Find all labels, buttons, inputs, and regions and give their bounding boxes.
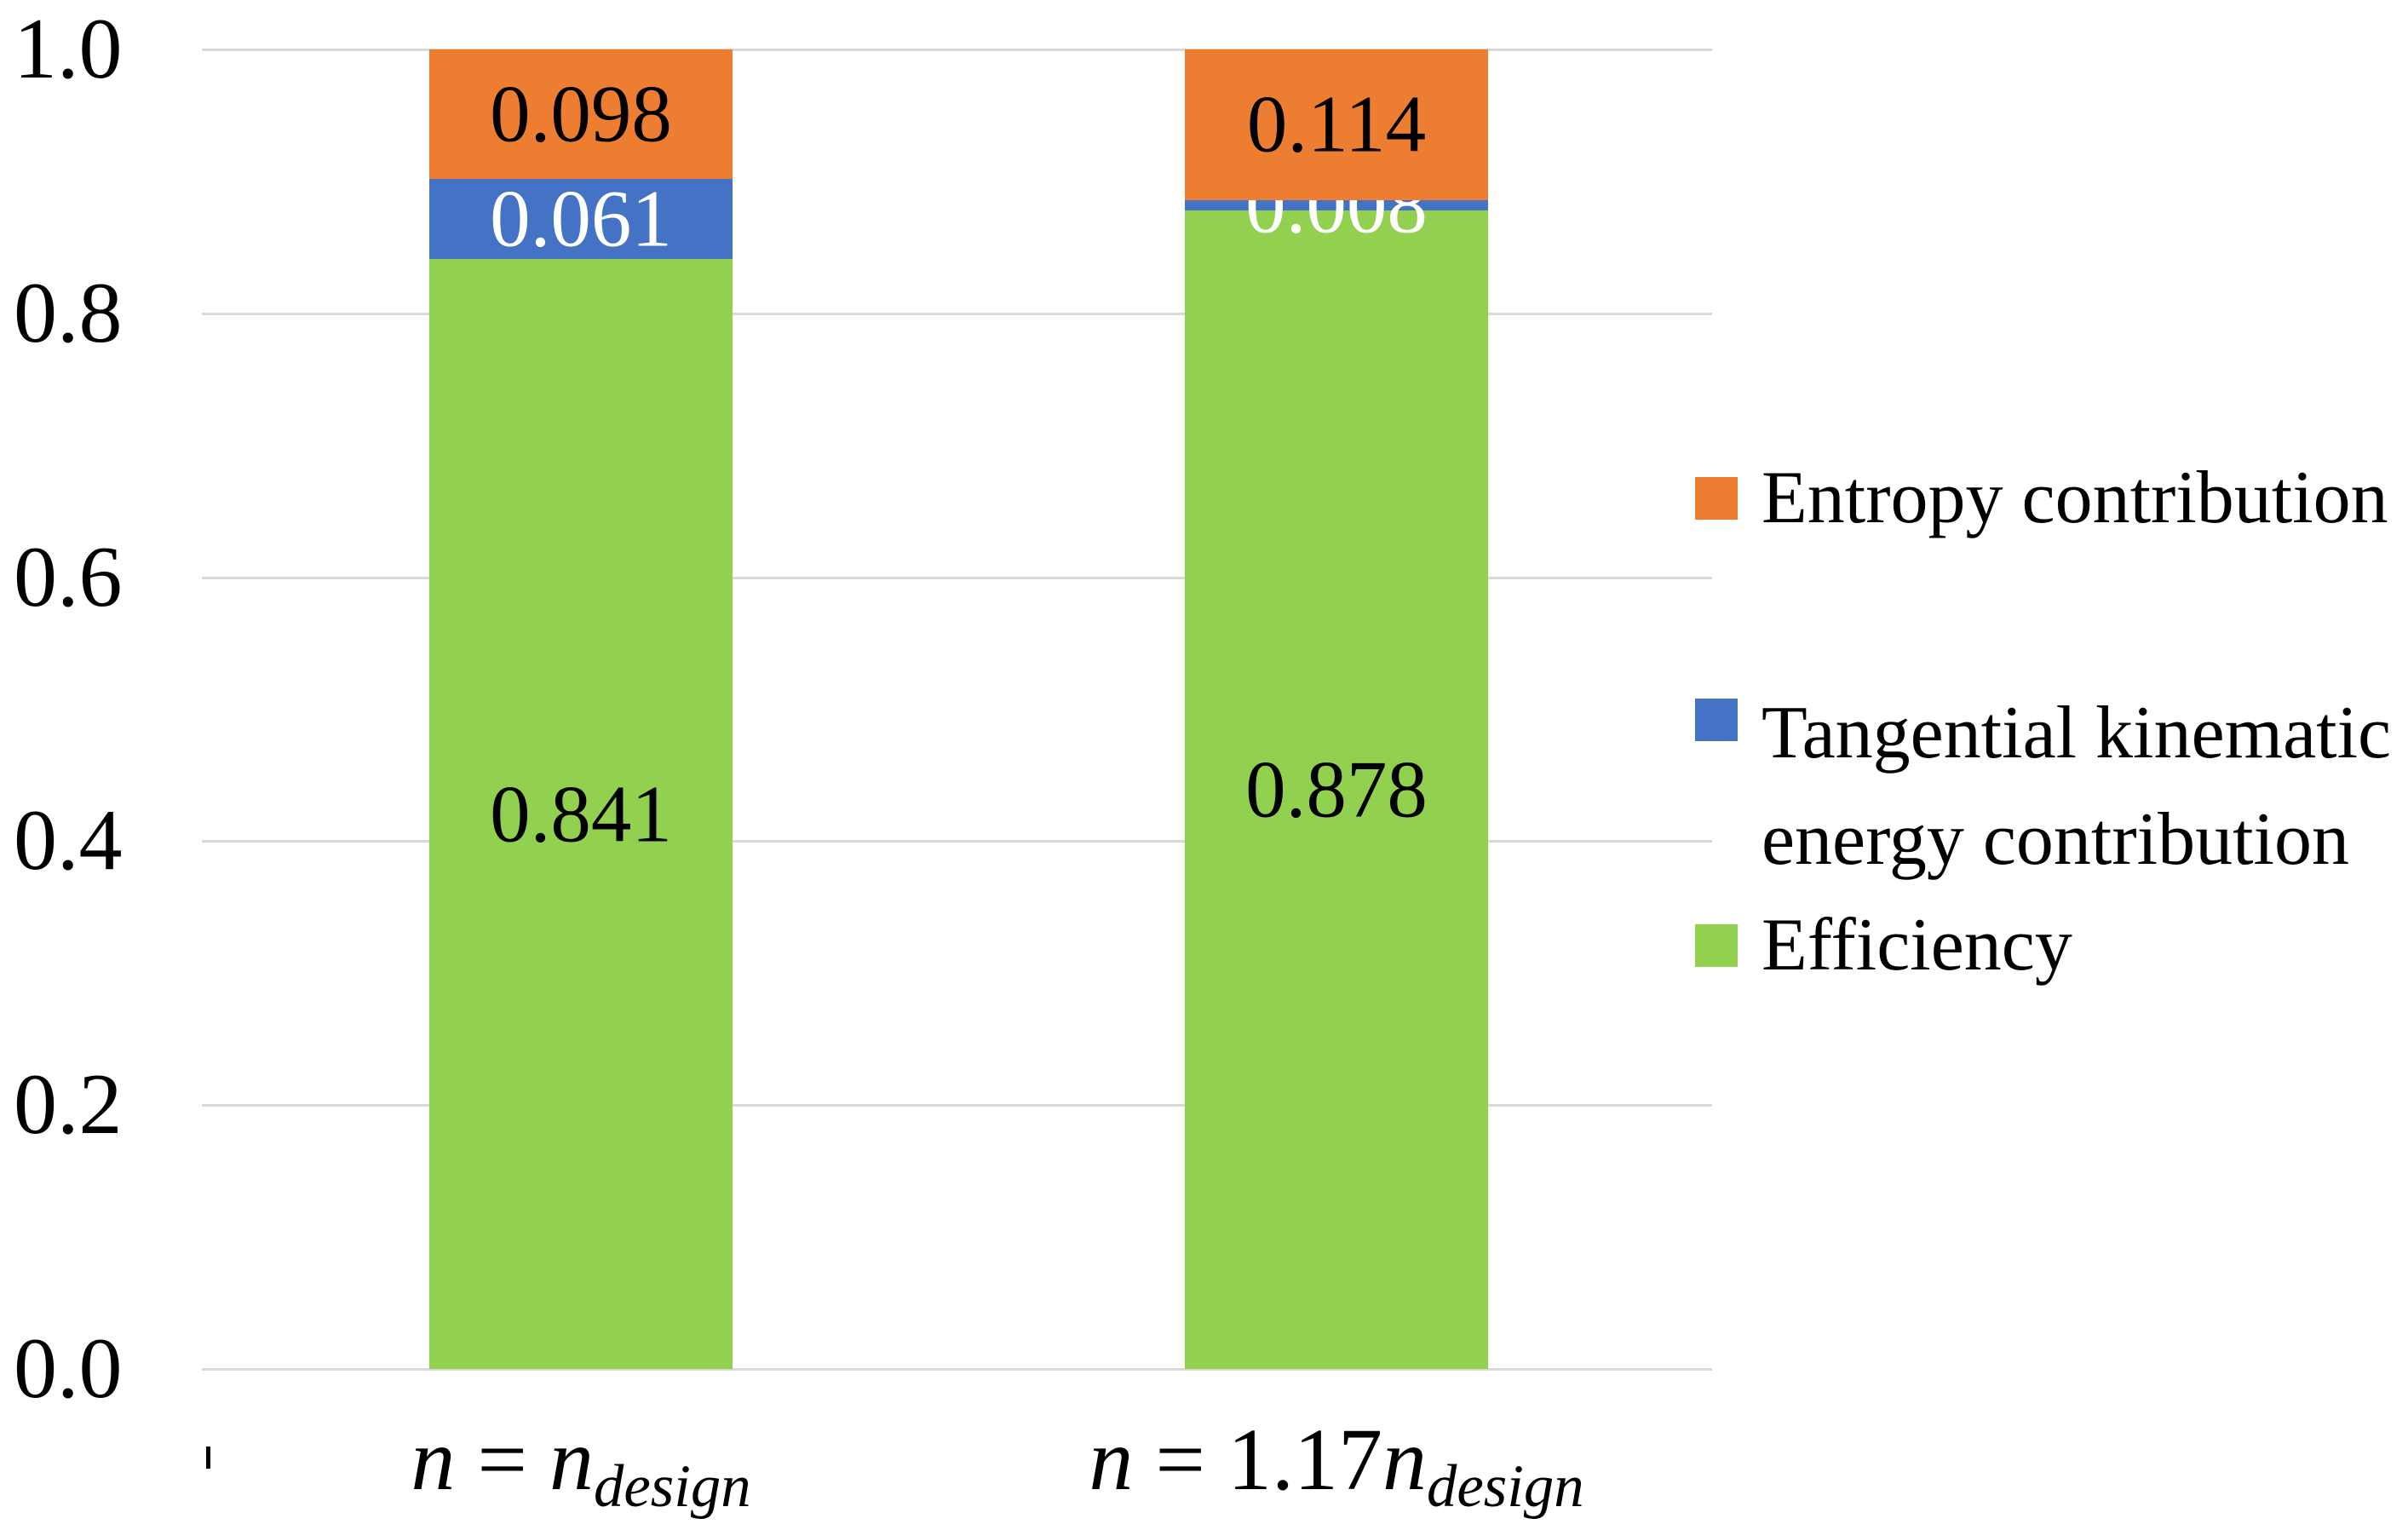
gridline-0.0 [202,1368,1712,1371]
bar-segment-entropy-cat0 [429,49,733,179]
gridline-0.2 [202,1104,1712,1107]
x-label-part: = [1133,1411,1228,1509]
x-axis-category-label-0: n = ndesign [411,1416,750,1517]
x-label-part: design [594,1452,751,1520]
data-label-tangential-cat0: 0.061 [490,173,672,264]
x-label-part: n [411,1411,456,1509]
bar-segment-efficiency-cat0 [429,259,733,1369]
data-label-entropy-cat1: 0.114 [1246,78,1427,170]
y-axis-tick-label-0.4: 0.4 [14,792,123,889]
legend-swatch-entropy [1695,477,1738,520]
y-axis-tick-label-0.0: 0.0 [14,1320,123,1417]
legend-label-entropy: Entropy contribution [1761,456,2388,541]
x-label-part: n [549,1411,595,1509]
y-axis-tick-label-0.8: 0.8 [14,264,123,361]
data-label-entropy-cat0: 0.098 [490,68,672,159]
data-label-efficiency-cat1: 0.878 [1245,744,1428,835]
bar-segment-tangential-cat1 [1185,199,1488,210]
x-axis-tick-mark [206,1447,210,1469]
legend-label-line: energy contribution [1761,798,2349,881]
bar-segment-tangential-cat0 [429,178,733,260]
x-axis-category-label-1: n = 1.17ndesign [1089,1416,1583,1517]
legend-label-tangential: Tangential kinematic energy contribution [1761,680,2391,893]
x-label-part: design [1427,1452,1584,1520]
gridline-1.0 [202,49,1712,51]
bar-segment-efficiency-cat1 [1185,210,1488,1369]
legend-label-efficiency: Efficiency [1761,903,2072,988]
y-axis-tick-label-0.2: 0.2 [14,1056,123,1153]
y-axis-tick-label-0.6: 0.6 [14,528,123,625]
gridline-0.8 [202,312,1712,315]
gridline-0.6 [202,576,1712,579]
legend-swatch-tangential [1695,699,1738,741]
x-label-part: 1.17 [1227,1411,1383,1509]
legend-swatch-efficiency [1695,924,1738,967]
x-label-part: = [455,1411,550,1509]
bar-segment-entropy-cat1 [1185,49,1488,200]
x-label-part: n [1089,1411,1134,1509]
y-axis-tick-label-1.0: 1.0 [14,1,123,97]
legend-label-line: Entropy contribution [1761,457,2388,539]
gridline-0.4 [202,840,1712,843]
legend-label-line: Tangential kinematic [1761,692,2392,774]
legend-label-line: Efficiency [1761,904,2072,986]
data-label-efficiency-cat0: 0.841 [490,768,672,860]
x-label-part: n [1382,1411,1428,1509]
